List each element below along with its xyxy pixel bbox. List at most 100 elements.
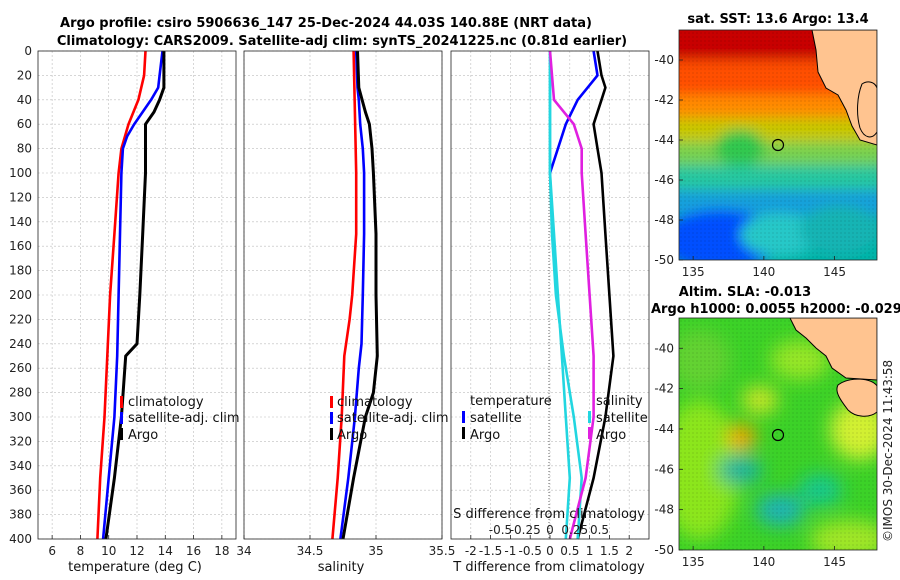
legend-clim-2: climatology xyxy=(337,395,413,410)
salinity-xlabel: salinity xyxy=(318,560,365,575)
salinity-grid xyxy=(243,50,443,540)
map-y-tick-label: -48 xyxy=(654,503,674,517)
y-tick-label: 320 xyxy=(9,434,32,448)
y-tick-label: 60 xyxy=(17,117,32,131)
salinity-frame xyxy=(243,50,443,540)
x-tick-label: 2 xyxy=(625,544,633,558)
series-line-t-satellite-blue- xyxy=(548,50,599,174)
legend-sat: satellite-adj. clim xyxy=(128,411,240,426)
temperature-legend: climatology satellite-adj. clim Argo xyxy=(120,395,240,443)
x-tick-label: 35.5 xyxy=(429,544,456,558)
legend-ssat: satellite xyxy=(596,411,648,426)
sst-map: sat. SST: 13.6 Argo: 13.4 135 140 1 xyxy=(654,12,878,279)
y-tick-label: 160 xyxy=(9,239,32,253)
map-x-tick-label: 135 xyxy=(682,265,705,279)
legend-argo: Argo xyxy=(128,428,158,443)
legend-swatch-clim-2 xyxy=(330,396,333,408)
difference-xticks: -2 -1.5 -1 -0.5 0 0.5 1 1.5 2 xyxy=(465,535,633,558)
y-tick-label: 280 xyxy=(9,386,32,400)
s-tick-label: 0 xyxy=(546,523,554,537)
legend-sargo: Argo xyxy=(596,428,626,443)
x-tick-label: 34.5 xyxy=(297,544,324,558)
sla-yticks: -40 -42 -44 -46 -48 -50 xyxy=(654,341,683,557)
map-y-tick-label: -50 xyxy=(654,543,674,557)
legend-swatch-ssat xyxy=(588,411,591,423)
y-tick-label: 20 xyxy=(17,68,32,82)
legend-swatch-sat-2 xyxy=(330,412,333,424)
y-tick-label: 260 xyxy=(9,361,32,375)
sla-argo-marker xyxy=(771,428,785,442)
s-tick-label: -0.25 xyxy=(510,523,541,537)
y-tick-label: 220 xyxy=(9,312,32,326)
s-difference-label: S difference from climatology xyxy=(453,507,645,522)
sst-title: sat. SST: 13.6 Argo: 13.4 xyxy=(687,12,868,27)
temperature-xticks: 6 8 10 12 14 16 18 xyxy=(48,535,229,558)
legend-temperature: temperature xyxy=(470,394,552,409)
legend-swatch-clim xyxy=(120,396,123,408)
series-line-climatology xyxy=(96,50,147,540)
legend-salinity: salinity xyxy=(596,394,643,409)
map-y-tick-label: -42 xyxy=(654,382,674,396)
map-x-tick-label: 140 xyxy=(752,555,775,569)
legend-targo: Argo xyxy=(470,428,500,443)
temperature-panel: 6 8 10 12 14 16 18 0 20 40 60 80 100 120 140 160 180 200… xyxy=(9,44,240,575)
map-y-tick-label: -48 xyxy=(654,213,674,227)
x-tick-label: 12 xyxy=(129,544,144,558)
sla-title2: Argo h1000: 0.0055 h2000: -0.029 xyxy=(651,302,900,317)
salinity-panel: 34 34.5 35 35.5 salinity climatology satell… xyxy=(236,50,456,575)
sla-xticks: 135 140 145 xyxy=(682,546,846,569)
y-tick-label: 240 xyxy=(9,337,32,351)
y-tick-label: 100 xyxy=(9,166,32,180)
depth-yticks: 0 20 40 60 80 100 120 140 160 180 200 220 240 260 280 3… xyxy=(9,44,32,546)
y-tick-label: 180 xyxy=(9,264,32,278)
series-line-satellite-adj-clim xyxy=(101,50,164,540)
y-tick-label: 380 xyxy=(9,508,32,522)
legend-swatch-sargo xyxy=(588,427,591,439)
map-x-tick-label: 140 xyxy=(752,265,775,279)
map-x-tick-label: 145 xyxy=(823,555,846,569)
x-tick-label: -2 xyxy=(465,544,477,558)
y-tick-label: 200 xyxy=(9,288,32,302)
map-y-tick-label: -40 xyxy=(654,341,674,355)
difference-xlabel: T difference from climatology xyxy=(452,560,645,575)
legend-clim: climatology xyxy=(128,395,204,410)
y-tick-label: 300 xyxy=(9,410,32,424)
x-tick-label: 0.5 xyxy=(560,544,579,558)
difference-panel: -2 -1.5 -1 -0.5 0 0.5 1 1.5 2 T difference from … xyxy=(450,50,650,575)
y-tick-label: 140 xyxy=(9,215,32,229)
y-tick-label: 0 xyxy=(24,44,32,58)
x-tick-label: -0.5 xyxy=(518,544,541,558)
y-tick-label: 340 xyxy=(9,459,32,473)
series-line-t-argo xyxy=(576,50,615,540)
sla-tasmania xyxy=(836,378,877,417)
s-tick-label: 0.25 xyxy=(561,523,588,537)
x-tick-label: 8 xyxy=(77,544,85,558)
x-tick-label: 34 xyxy=(236,544,251,558)
legend-swatch-tsat xyxy=(462,411,465,423)
salinity-lines xyxy=(331,50,379,540)
x-tick-label: 14 xyxy=(158,544,173,558)
legend-tsat: satellite xyxy=(470,411,522,426)
temperature-xlabel: temperature (deg C) xyxy=(68,560,202,575)
salinity-legend: climatology satellite-adj. clim Argo xyxy=(330,395,449,443)
legend-swatch-argo xyxy=(120,428,123,440)
y-tick-label: 80 xyxy=(17,142,32,156)
legend-sat-2: satellite-adj. clim xyxy=(337,411,449,426)
sla-title1: Altim. SLA: -0.013 xyxy=(679,285,811,300)
title-line1: Argo profile: csiro 5906636_147 25-Dec-2… xyxy=(60,16,592,31)
sla-map: Altim. SLA: -0.013 Argo h1000: 0.0055 h2… xyxy=(651,285,900,569)
sst-yticks: -40 -42 -44 -46 -48 -50 xyxy=(654,53,683,267)
s-tick-label: -0.5 xyxy=(489,523,512,537)
x-tick-label: 18 xyxy=(214,544,229,558)
series-line-s-satellite xyxy=(548,51,584,540)
series-line-argo xyxy=(341,50,379,540)
y-tick-label: 400 xyxy=(9,532,32,546)
legend-swatch-targo xyxy=(462,427,465,439)
y-tick-label: 120 xyxy=(9,190,32,204)
map-x-tick-label: 135 xyxy=(682,555,705,569)
x-tick-label: 6 xyxy=(48,544,56,558)
x-tick-label: 1 xyxy=(586,544,594,558)
legend-swatch-sat xyxy=(120,412,123,424)
map-y-tick-label: -50 xyxy=(654,253,674,267)
